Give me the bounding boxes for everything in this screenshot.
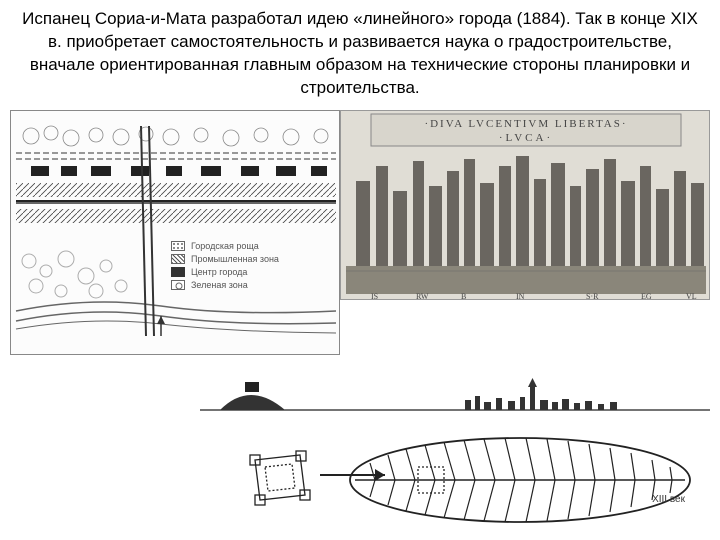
legend-label: Зеленая зона [191,280,248,290]
svg-text:IS: IS [371,292,378,301]
svg-text:IN: IN [516,292,525,301]
era-label: XIII век [652,494,685,505]
svg-text:VL: VL [686,292,697,301]
engraving: ·DIVA LVCENTIVM LIBERTAS· ·LVCA· [340,110,710,300]
legend-label: Центр города [191,267,247,277]
legend-row: Промышленная зона [171,254,279,264]
legend-row: Центр города [171,267,279,277]
svg-text:EG: EG [641,292,652,301]
skyline-svg [200,360,710,420]
legend-swatch [171,280,185,290]
linear-city-diagram: Городская роща Промышленная зона Центр г… [10,110,340,355]
legend-row: Зеленая зона [171,280,279,290]
leaf-plan: XIII век [220,425,700,535]
legend-swatch [171,241,185,251]
legend-swatch [171,267,185,277]
svg-text:B: B [461,292,466,301]
legend-label: Промышленная зона [191,254,279,264]
slide-title: Испанец Сориа-и-Мата разработал идею «ли… [0,0,720,110]
diagram-legend: Городская роща Промышленная зона Центр г… [171,241,279,293]
legend-label: Городская роща [191,241,259,251]
linear-city-svg [11,111,341,356]
svg-text:S·R: S·R [586,292,599,301]
engraving-title1: ·DIVA LVCENTIVM LIBERTAS· [424,118,627,130]
leaf-plan-svg [220,425,700,535]
engraving-svg: ·DIVA LVCENTIVM LIBERTAS· ·LVCA· [341,111,711,301]
svg-text:RW: RW [416,292,429,301]
legend-swatch [171,254,185,264]
content-area: Городская роща Промышленная зона Центр г… [0,110,720,540]
engraving-title2: ·LVCA· [499,132,553,144]
skyline-silhouette [200,360,710,420]
legend-row: Городская роща [171,241,279,251]
